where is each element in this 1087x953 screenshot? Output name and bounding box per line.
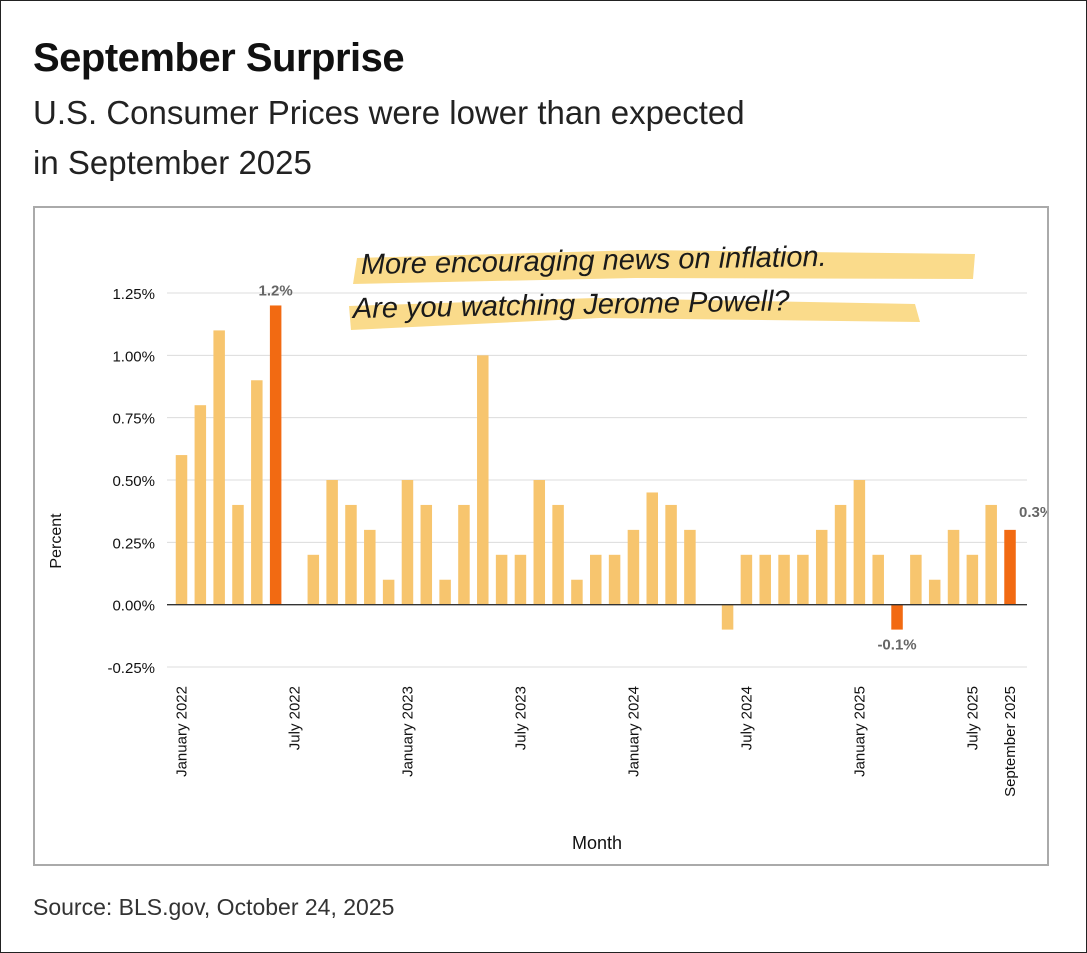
bar xyxy=(213,330,225,605)
x-tick-label: January 2022 xyxy=(174,686,191,777)
bar xyxy=(251,380,263,605)
x-axis-title: Month xyxy=(572,833,622,853)
bar xyxy=(533,480,546,605)
bar xyxy=(552,504,564,605)
page-subtitle: U.S. Consumer Prices were lower than exp… xyxy=(33,94,745,181)
bar xyxy=(778,554,790,605)
bar-highlighted xyxy=(891,604,903,630)
y-axis-title: Percent xyxy=(48,513,65,569)
x-tick-label: July 2025 xyxy=(964,686,981,750)
bar xyxy=(514,554,527,605)
bar xyxy=(966,554,979,605)
bar xyxy=(232,504,244,605)
bar xyxy=(721,604,734,630)
x-tick-label: January 2023 xyxy=(399,686,416,777)
bar-highlighted xyxy=(1004,529,1016,605)
bar xyxy=(307,554,320,605)
x-axis-tick-labels: January 2022 July 2022 January 2023 July 20… xyxy=(174,686,1020,797)
bar xyxy=(326,480,338,605)
bar xyxy=(797,554,809,605)
bar xyxy=(608,554,621,605)
handwritten-annotation: More encouraging news on inflation. Are … xyxy=(349,241,975,330)
bar xyxy=(590,554,602,605)
bar xyxy=(364,529,376,605)
bar-chart: 1.25% 1.00% 0.75% 0.50% 0.25% 0.00% -0.25% 1.2… xyxy=(48,241,1054,853)
x-tick-label: July 2022 xyxy=(286,686,303,750)
bar xyxy=(646,492,658,605)
x-tick-label: July 2024 xyxy=(738,686,755,750)
bar xyxy=(910,554,922,605)
data-label: -0.1% xyxy=(877,637,916,654)
data-label: 1.2% xyxy=(259,282,293,299)
data-labels: 1.2% -0.1% 0.3% xyxy=(259,282,1054,654)
bar xyxy=(665,504,677,605)
highlighter-stroke-2 xyxy=(349,298,920,330)
bar xyxy=(345,504,357,605)
bar xyxy=(928,579,941,605)
chart-container: 1.25% 1.00% 0.75% 0.50% 0.25% 0.00% -0.25% 1.2… xyxy=(33,206,1054,866)
bar xyxy=(947,529,960,605)
bar xyxy=(175,455,188,605)
bar xyxy=(439,579,451,605)
annotation-line-2: Are you watching Jerome Powell? xyxy=(351,285,791,325)
y-tick-label: -0.25% xyxy=(107,660,155,677)
bar xyxy=(815,529,828,605)
bar xyxy=(401,480,414,605)
y-tick-label: 0.75% xyxy=(112,411,155,428)
page-title: September Surprise xyxy=(33,36,405,80)
bar-highlighted xyxy=(269,305,282,605)
bar xyxy=(627,529,640,605)
bar xyxy=(382,579,395,605)
bar xyxy=(834,504,847,605)
bar xyxy=(420,504,433,605)
bar xyxy=(985,504,997,605)
highlighter-stroke-1 xyxy=(353,250,975,284)
bar xyxy=(740,554,753,605)
y-tick-label: 0.25% xyxy=(112,535,155,552)
bar xyxy=(759,554,771,605)
y-tick-label: 1.25% xyxy=(112,286,155,303)
x-tick-label: September 2025 xyxy=(1002,686,1019,797)
x-tick-label: January 2025 xyxy=(851,686,868,777)
bar xyxy=(194,405,207,605)
bar xyxy=(853,480,866,605)
x-tick-label: July 2023 xyxy=(512,686,529,750)
y-tick-label: 0.50% xyxy=(112,473,155,490)
data-label: 0.3% xyxy=(1019,504,1047,521)
x-tick-label: January 2024 xyxy=(625,686,642,777)
y-axis-tick-labels: 1.25% 1.00% 0.75% 0.50% 0.25% 0.00% -0.25% xyxy=(107,286,155,677)
source-note: Source: BLS.gov, October 24, 2025 xyxy=(33,894,395,920)
bar xyxy=(571,579,583,605)
y-tick-label: 0.00% xyxy=(112,598,155,615)
bars xyxy=(175,305,1016,630)
y-tick-label: 1.00% xyxy=(112,348,155,365)
bar xyxy=(477,355,489,605)
bar xyxy=(684,529,696,605)
bar xyxy=(495,554,508,605)
bar xyxy=(872,554,884,605)
bar xyxy=(458,504,470,605)
